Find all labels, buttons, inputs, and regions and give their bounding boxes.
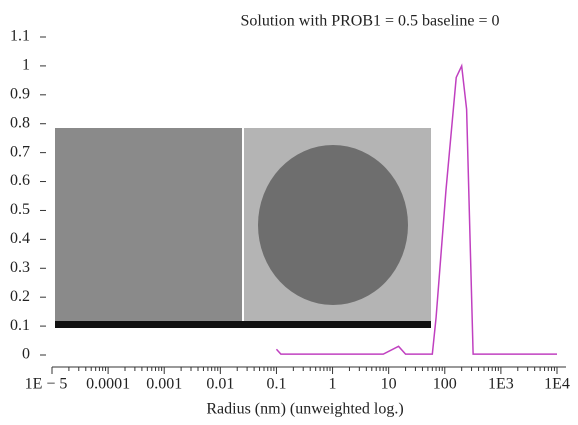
x-tick-label: 1E3: [488, 376, 514, 393]
inset-images: [55, 128, 431, 328]
y-tick-label: 0.7: [10, 143, 30, 160]
y-tick-label: 0.3: [10, 259, 30, 276]
x-tick-label: 0.001: [146, 376, 182, 393]
x-tick-label: 100: [433, 376, 457, 393]
x-tick-label: 0.01: [206, 376, 234, 393]
y-tick-label: 0.8: [10, 114, 30, 131]
y-tick-label: 0.6: [10, 172, 30, 189]
x-tick-label: 10: [381, 376, 397, 393]
y-tick-label: 1.1: [10, 28, 30, 45]
x-tick-label: 0.1: [266, 376, 286, 393]
sem-image: [55, 128, 242, 328]
y-tick-label: 0.9: [10, 85, 30, 102]
x-tick-label: 1E4: [544, 376, 570, 393]
y-tick-label: 0.5: [10, 201, 30, 218]
y-tick-label: 0.4: [10, 230, 30, 247]
y-tick-label: 1: [22, 57, 30, 74]
y-tick-label: 0.1: [10, 317, 30, 334]
x-tick-label: 1: [329, 376, 337, 393]
particle: [258, 145, 408, 305]
y-tick-label: 0.2: [10, 288, 30, 305]
x-tick-label: 0.0001: [86, 376, 130, 393]
x-axis-label: Radius (nm) (unweighted log.): [206, 401, 403, 418]
chart-title: Solution with PROB1 = 0.5 baseline = 0: [241, 13, 500, 30]
y-tick-label: 0: [22, 346, 30, 363]
x-tick-label: 1E − 5: [25, 376, 68, 393]
scale-bar-strip: [55, 321, 431, 328]
data-line: [275, 63, 557, 355]
